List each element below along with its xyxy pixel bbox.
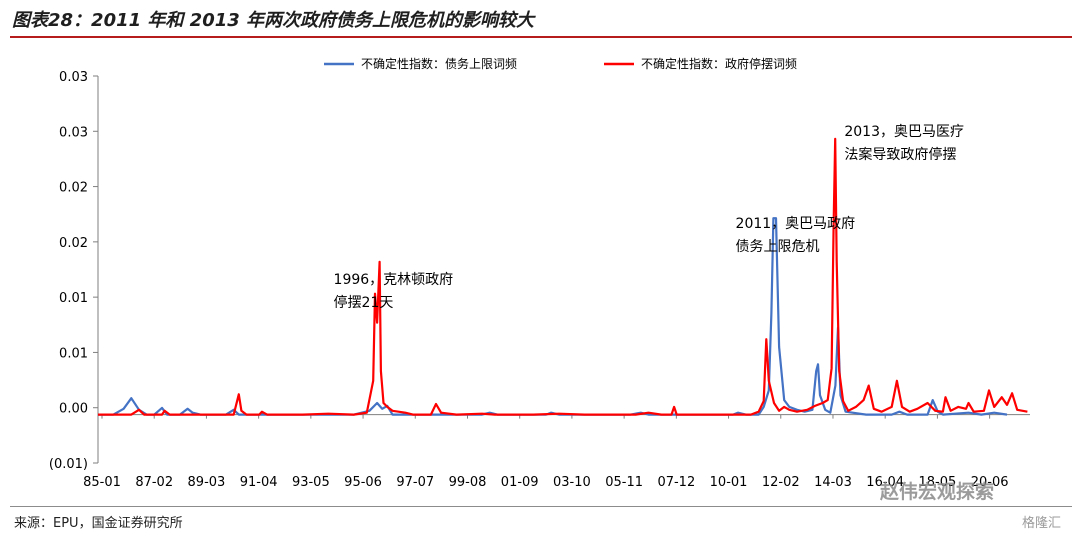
- x-tick-label: 99-08: [449, 475, 487, 490]
- y-tick-label: 0.03: [59, 70, 88, 85]
- plot-lines: [98, 137, 1028, 416]
- x-tick-label: 07-12: [657, 475, 695, 490]
- y-axis: 0.03 0.03 0.02 0.02 0.01 0.01 0.00 (0.01): [49, 70, 99, 472]
- y-tick-label: 0.01: [59, 346, 88, 361]
- x-tick-label: 95-06: [344, 475, 382, 490]
- x-tick-label: 87-02: [135, 475, 173, 490]
- x-tick-label: 10-01: [710, 475, 748, 490]
- x-tick-label: 01-09: [501, 475, 539, 490]
- series-line-1: [98, 217, 1008, 416]
- title-divider: [10, 36, 1072, 38]
- y-tick-label: 0.02: [59, 236, 88, 251]
- annotation-2-line-2: 债务上限危机: [736, 239, 820, 255]
- chart-title: 图表28：2011 年和 2013 年两次政府债务上限危机的影响较大: [12, 10, 535, 31]
- x-tick-label: 93-05: [292, 475, 330, 490]
- annotation-3-line-1: 2013，奥巴马医疗: [844, 123, 964, 140]
- watermark-brand: 格隆汇: [1022, 516, 1062, 531]
- y-tick-label: (0.01): [49, 457, 88, 472]
- y-tick-label: 0.02: [59, 181, 88, 196]
- x-tick-label: 18-05: [919, 475, 957, 490]
- y-tick-label: 0.03: [59, 125, 88, 140]
- annotation-3-line-2: 法案导致政府停摆: [844, 146, 956, 163]
- x-tick-label: 14-03: [814, 475, 852, 490]
- footer-divider: [10, 506, 1072, 507]
- x-tick-label: 89-03: [188, 475, 226, 490]
- y-tick-label: 0.01: [59, 291, 88, 306]
- watermark-main: 赵伟宏观探索: [880, 481, 995, 503]
- legend: 不确定性指数：债务上限词频 不确定性指数：政府停摆词频: [324, 56, 797, 71]
- x-tick-label: 97-07: [396, 475, 434, 490]
- legend-label-1: 不确定性指数：债务上限词频: [361, 56, 517, 71]
- x-tick-label: 20-06: [971, 475, 1009, 490]
- x-tick-label: 91-04: [240, 475, 278, 490]
- annotation-1-line-2: 停摆21天: [334, 294, 394, 311]
- series-line-2: [98, 137, 1028, 416]
- x-tick-label: 16-04: [866, 475, 904, 490]
- x-tick-label: 05-11: [605, 475, 643, 490]
- source-note: 来源：EPU，国金证券研究所: [14, 516, 183, 531]
- legend-label-2: 不确定性指数：政府停摆词频: [641, 56, 797, 71]
- annotation-2-line-1: 2011，奥巴马政府: [736, 215, 856, 232]
- x-tick-label: 12-02: [762, 475, 800, 490]
- x-tick-label: 03-10: [553, 475, 591, 490]
- x-tick-label: 85-01: [83, 475, 121, 490]
- annotation-1-line-1: 1996，克林顿政府: [334, 272, 454, 288]
- y-tick-label: 0.00: [59, 402, 88, 417]
